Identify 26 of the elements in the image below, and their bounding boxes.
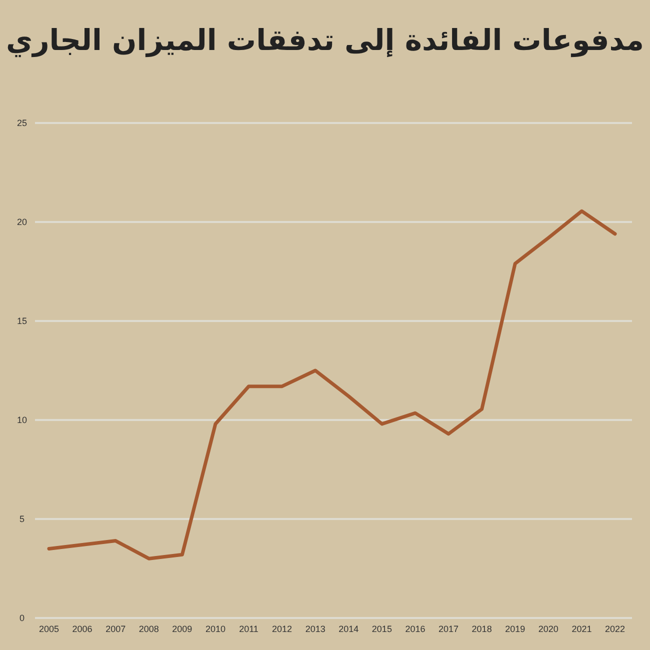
y-tick-label: 20 (16, 217, 28, 227)
x-tick-label: 2013 (305, 624, 326, 634)
x-tick-label: 2011 (239, 624, 258, 634)
y-tick-label: 15 (16, 316, 28, 326)
x-tick-label: 2014 (338, 624, 359, 634)
x-tick-label: 2006 (72, 624, 92, 634)
x-tick-label: 2020 (538, 624, 558, 634)
chart-title: مدفوعات الفائدة إلى تدفقات الميزان الجاري (6, 23, 644, 58)
line-series (47, 209, 617, 560)
x-tick-label: 2016 (405, 624, 426, 634)
x-tick-label: 2019 (505, 624, 526, 634)
y-tick-label: 0 (19, 613, 25, 623)
y-tick-label: 10 (16, 415, 28, 425)
x-tick-label: 2005 (38, 624, 60, 634)
x-tick-label: 2021 (572, 624, 592, 634)
x-tick-label: 2012 (272, 624, 292, 634)
y-tick-label: 25 (16, 118, 28, 128)
x-tick-label: 2007 (106, 624, 126, 634)
x-tick-label: 2022 (604, 624, 626, 634)
x-tick-label: 2018 (472, 624, 492, 634)
x-tick-label: 2010 (205, 624, 226, 634)
y-tick-label: 5 (19, 514, 25, 524)
x-tick-label: 2017 (438, 624, 459, 634)
x-tick-label: 2009 (172, 624, 192, 634)
x-tick-label: 2008 (138, 624, 159, 634)
x-tick-label: 2015 (372, 624, 392, 634)
